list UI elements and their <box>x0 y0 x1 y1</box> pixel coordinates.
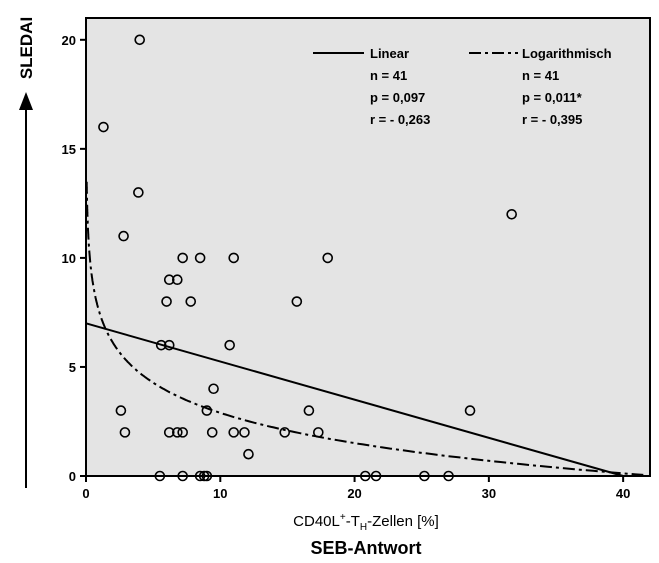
x-axis-label: CD40L+-TH-Zellen [%] <box>293 512 439 533</box>
data-point <box>163 339 175 351</box>
data-point <box>194 252 206 264</box>
data-point <box>194 470 206 482</box>
data-point <box>303 405 315 416</box>
data-point <box>506 208 517 220</box>
y-axis-arrow-head <box>19 92 33 110</box>
data-point <box>224 339 235 351</box>
data-point <box>172 427 183 438</box>
y-tick-label: 10 <box>62 251 76 266</box>
data-point <box>163 427 175 438</box>
data-point <box>419 470 430 482</box>
data-point <box>98 121 109 133</box>
legend-linear-r: r = - 0,263 <box>370 112 430 127</box>
y-axis-label: SLEDAI <box>17 17 36 79</box>
x-tick-label: 40 <box>616 486 630 501</box>
data-point <box>177 252 188 264</box>
plot-area <box>85 17 651 477</box>
y-tick-label: 5 <box>69 360 76 375</box>
data-point <box>322 252 334 264</box>
legend-log-r: r = - 0,395 <box>522 112 582 127</box>
data-point <box>119 427 131 438</box>
axes: 0 10 20 30 40 0 5 10 15 20 <box>62 33 631 501</box>
y-tick-label: 15 <box>62 142 76 157</box>
data-point <box>134 34 146 46</box>
fit-line-log <box>85 181 644 476</box>
data-point <box>133 187 144 198</box>
legend-linear-label: Linear <box>370 46 409 61</box>
data-point <box>360 470 371 482</box>
data-point <box>115 405 127 416</box>
data-point <box>201 405 213 416</box>
legend: Linear n = 41 p = 0,097 r = - 0,263 Loga… <box>313 46 612 127</box>
data-point <box>313 427 324 438</box>
data-point <box>163 274 175 286</box>
y-tick-label: 0 <box>69 469 76 484</box>
data-point <box>206 427 218 438</box>
x-tick-label: 10 <box>213 486 227 501</box>
data-point <box>279 427 291 438</box>
legend-log-label: Logarithmisch <box>522 46 612 61</box>
y-axis-label-group: SLEDAI <box>17 17 36 488</box>
x-axis-secondary-label: SEB-Antwort <box>311 538 422 558</box>
data-point <box>208 383 219 395</box>
data-point <box>243 448 254 460</box>
data-point <box>291 296 303 307</box>
data-point <box>155 339 167 351</box>
data-points <box>98 34 517 482</box>
data-point <box>464 405 476 416</box>
data-point <box>239 427 250 438</box>
data-point <box>370 470 382 482</box>
data-point <box>443 470 454 482</box>
x-tick-label: 0 <box>82 486 89 501</box>
data-point <box>154 470 166 482</box>
data-point <box>177 470 188 482</box>
data-point <box>201 470 213 482</box>
data-point <box>172 274 183 286</box>
x-tick-label: 20 <box>347 486 361 501</box>
data-point <box>228 252 240 264</box>
data-point <box>228 427 240 438</box>
legend-linear-p: p = 0,097 <box>370 90 425 105</box>
legend-log-p: p = 0,011* <box>522 90 583 105</box>
data-point <box>118 230 129 242</box>
fit-line-linear <box>85 322 624 477</box>
fit-lines <box>85 181 644 477</box>
legend-linear-n: n = 41 <box>370 68 407 83</box>
data-point <box>177 427 188 438</box>
x-tick-label: 30 <box>482 486 496 501</box>
data-point <box>161 296 172 307</box>
y-tick-label: 20 <box>62 33 76 48</box>
legend-log-n: n = 41 <box>522 68 559 83</box>
data-point <box>185 296 197 307</box>
